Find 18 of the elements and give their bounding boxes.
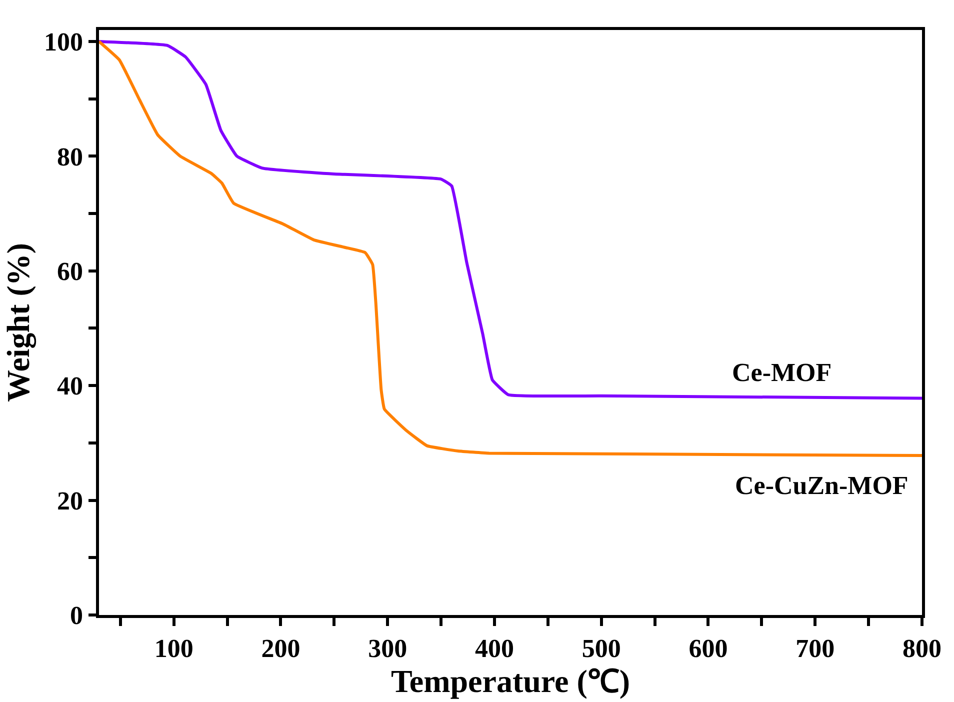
x-tick-label: 800 (902, 634, 942, 663)
series-label: Ce-MOF (732, 358, 832, 387)
y-tick-label: 40 (57, 372, 84, 401)
x-tick-label: 100 (154, 634, 194, 663)
y-tick-label: 20 (57, 486, 84, 516)
x-tick-label: 500 (582, 634, 621, 663)
x-tick-label: 600 (688, 634, 728, 663)
series-label: Ce-CuZn-MOF (735, 471, 908, 500)
x-tick-label: 200 (261, 634, 300, 663)
y-tick-label: 0 (70, 601, 84, 630)
x-axis-title: Temperature (℃) (390, 662, 630, 699)
y-axis-title: Weight (%) (0, 242, 37, 402)
x-tick-label: 400 (474, 634, 514, 663)
x-tick-label: 300 (368, 634, 408, 663)
y-tick-label: 60 (57, 256, 84, 286)
y-tick-label: 100 (44, 28, 84, 57)
x-tick-label: 700 (796, 634, 835, 663)
y-tick-label: 80 (57, 142, 84, 172)
